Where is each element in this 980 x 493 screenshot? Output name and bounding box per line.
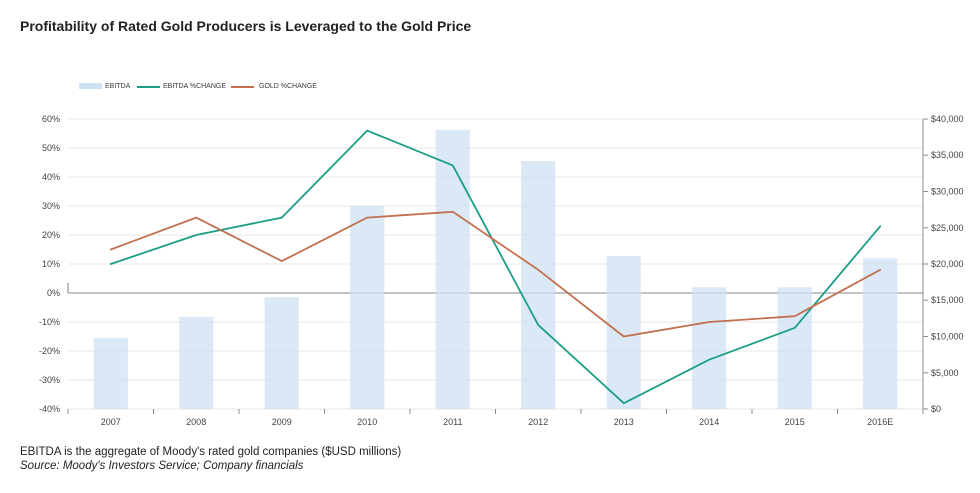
svg-text:-10%: -10% <box>39 317 60 327</box>
svg-text:30%: 30% <box>42 201 60 211</box>
svg-text:0%: 0% <box>47 288 60 298</box>
svg-text:2013: 2013 <box>614 417 634 427</box>
svg-text:2014: 2014 <box>699 417 719 427</box>
svg-text:2011: 2011 <box>443 417 462 427</box>
svg-text:20%: 20% <box>42 230 60 240</box>
svg-text:2012: 2012 <box>528 417 548 427</box>
svg-text:2010: 2010 <box>357 417 377 427</box>
svg-text:$40,000: $40,000 <box>931 114 964 124</box>
svg-text:2009: 2009 <box>272 417 292 427</box>
svg-text:2015: 2015 <box>785 417 805 427</box>
svg-text:$25,000: $25,000 <box>931 223 964 233</box>
svg-text:2016E: 2016E <box>867 417 893 427</box>
svg-text:50%: 50% <box>42 143 60 153</box>
svg-text:-40%: -40% <box>39 404 60 414</box>
svg-text:40%: 40% <box>42 172 60 182</box>
svg-text:60%: 60% <box>42 114 60 124</box>
svg-text:$0: $0 <box>931 404 941 414</box>
svg-text:$30,000: $30,000 <box>931 187 964 197</box>
svg-text:-30%: -30% <box>39 375 60 385</box>
svg-text:10%: 10% <box>42 259 60 269</box>
svg-text:2008: 2008 <box>186 417 206 427</box>
svg-text:$35,000: $35,000 <box>931 150 964 160</box>
svg-text:2007: 2007 <box>101 417 121 427</box>
svg-text:$15,000: $15,000 <box>931 295 964 305</box>
svg-text:$5,000: $5,000 <box>931 368 959 378</box>
svg-text:-20%: -20% <box>39 346 60 356</box>
svg-text:$10,000: $10,000 <box>931 332 964 342</box>
svg-text:$20,000: $20,000 <box>931 259 964 269</box>
